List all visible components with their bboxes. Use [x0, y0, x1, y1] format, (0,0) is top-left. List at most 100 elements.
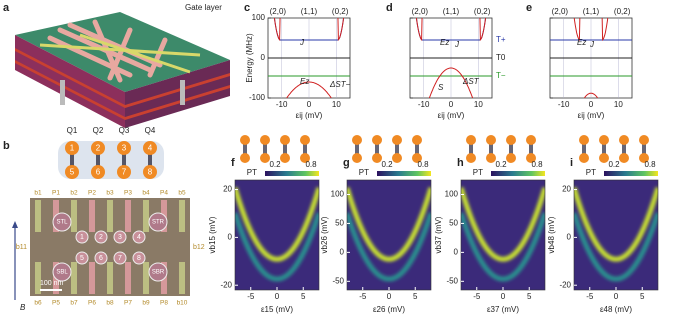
coupler — [96, 150, 100, 170]
y-axis-label: vb48 (mV) — [547, 216, 556, 253]
icon-dot — [466, 135, 476, 145]
dot-label: 2 — [99, 234, 103, 241]
icon-dot — [639, 153, 649, 163]
y-tick-label: -20 — [220, 280, 232, 289]
dot — [75, 251, 89, 265]
gate — [143, 262, 149, 294]
dot — [94, 230, 108, 244]
colorbar-label: PT — [473, 168, 483, 177]
icon-dot — [392, 153, 402, 163]
panel-label: a — [3, 2, 10, 14]
x-axis-label: εij (mV) — [578, 111, 605, 120]
coupler — [70, 150, 74, 170]
colorbar — [604, 171, 658, 176]
gate — [179, 262, 185, 294]
coupler — [122, 150, 126, 170]
dot-label: 1 — [70, 144, 75, 153]
dot — [91, 165, 105, 179]
icon-dot — [240, 135, 250, 145]
icon-bar — [489, 140, 493, 158]
dot-label: 5 — [70, 168, 75, 177]
icon-dot — [412, 135, 422, 145]
annotation: ΔST− — [329, 80, 351, 89]
y-axis-label: vb37 (mV) — [434, 216, 443, 253]
icon-dot — [579, 153, 589, 163]
resonance — [461, 186, 545, 262]
level — [273, 18, 345, 41]
icon-dot — [506, 153, 516, 163]
y-axis-label: vb26 (mV) — [320, 216, 329, 253]
gate-label: P1 — [52, 190, 60, 197]
annotation: Ez — [300, 77, 309, 86]
x-tick-label: -5 — [247, 292, 255, 301]
annotation: ΔST — [462, 77, 480, 86]
dot — [132, 251, 146, 265]
x-tick-label: 0 — [589, 100, 594, 109]
energy-plot — [409, 17, 493, 99]
dot — [91, 141, 105, 155]
gate — [89, 200, 95, 232]
level — [415, 18, 487, 41]
gate-label: b4 — [142, 190, 150, 197]
dot — [117, 141, 131, 155]
panel-label: e — [526, 2, 532, 14]
heatmap — [461, 180, 545, 290]
gate — [107, 200, 113, 232]
dot — [65, 141, 79, 155]
icon-dot — [619, 135, 629, 145]
icon-dot — [579, 135, 589, 145]
y-tick-label: 0 — [567, 233, 572, 242]
colorbar-tick: 0.2 — [381, 160, 393, 169]
colorbar — [491, 171, 545, 176]
y-tick-label: 20 — [223, 185, 232, 194]
gate-label: b12 — [193, 244, 205, 251]
scale-label: 100 nm — [40, 280, 64, 287]
gate — [107, 262, 113, 294]
x-axis-label: εij (mV) — [438, 111, 465, 120]
icon-dot — [506, 135, 516, 145]
gate-label: b2 — [70, 190, 78, 197]
heatmap — [235, 180, 319, 290]
colorbar — [265, 171, 319, 176]
x-tick-label: -10 — [418, 100, 430, 109]
sensor — [52, 212, 72, 232]
y-axis-label: Energy (MHz) — [245, 33, 254, 83]
x-tick-label: 5 — [301, 292, 306, 301]
gate-label: P5 — [52, 300, 60, 307]
gate-label: P8 — [160, 300, 168, 307]
icon-dot — [352, 135, 362, 145]
dot-label: 1 — [80, 234, 84, 241]
gate-label: P2 — [88, 190, 96, 197]
panel-label: g — [343, 157, 350, 169]
icon-dot — [352, 153, 362, 163]
colorbar-label: PT — [359, 168, 369, 177]
x-tick-label: 10 — [614, 100, 623, 109]
legend-entry: T+ — [496, 35, 506, 44]
colorbar-label: PT — [586, 168, 596, 177]
gate — [125, 262, 131, 294]
annotation: S — [438, 83, 444, 92]
gate — [71, 262, 77, 294]
x-axis-label: ε48 (mV) — [600, 305, 632, 314]
resonance — [235, 186, 319, 262]
panel-label: i — [570, 157, 573, 169]
icon-bar — [469, 140, 473, 158]
icon-dot — [412, 153, 422, 163]
x-tick-label: 0 — [614, 292, 619, 301]
panel-label: c — [244, 2, 250, 14]
icon-bar — [642, 140, 646, 158]
colorbar-tick: 0.8 — [644, 160, 656, 169]
qubit-name: Q1 — [67, 126, 78, 135]
y-tick-label: 0 — [228, 233, 233, 242]
icon-dot — [526, 135, 536, 145]
x-tick-label: 0 — [501, 292, 506, 301]
icon-dot — [486, 135, 496, 145]
gate — [35, 262, 41, 294]
qubit-name: Q3 — [119, 126, 130, 135]
icon-dot — [260, 135, 270, 145]
icon-bar — [303, 140, 307, 158]
y-tick-label: 0 — [261, 53, 266, 62]
arrow-head — [12, 221, 18, 228]
gate-label: b3 — [106, 190, 114, 197]
resonance — [235, 212, 319, 282]
